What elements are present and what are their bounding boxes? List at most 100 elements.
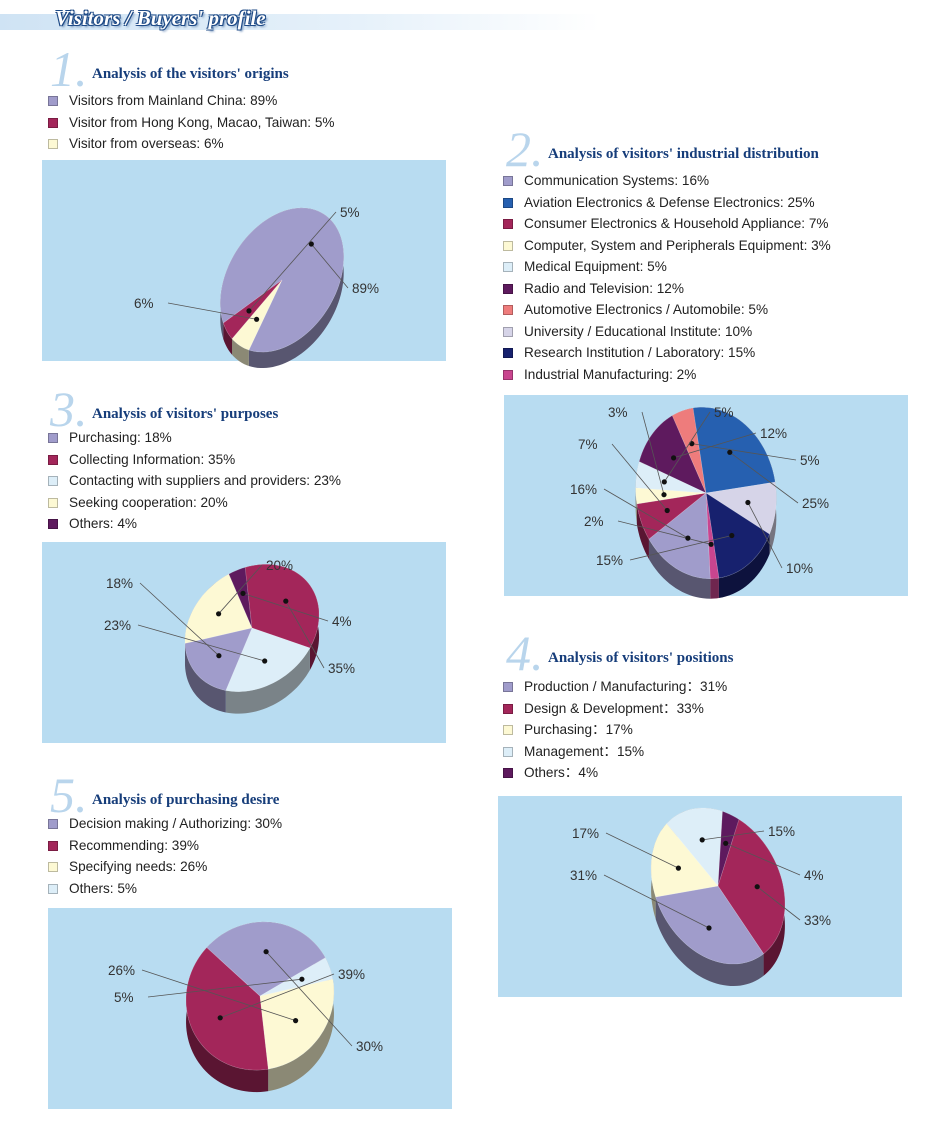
section-title: Analysis of purchasing desire bbox=[92, 792, 280, 808]
legend-item: Purchasing: 18% bbox=[48, 427, 341, 449]
legend-swatch bbox=[48, 840, 58, 851]
legend-label: Visitors from Mainland China: 89% bbox=[69, 93, 278, 108]
chart-purchasing-desire: 39% 30% 5% 26% bbox=[48, 908, 452, 1109]
legend-swatch bbox=[48, 454, 58, 465]
pie-chart-visitor-purposes: 20% 4% 35% 23% 18% bbox=[104, 558, 355, 714]
legend-label: Computer, System and Peripherals Equipme… bbox=[524, 237, 831, 253]
section-number: 3. bbox=[50, 381, 88, 437]
pie-slice bbox=[185, 947, 269, 1071]
pie-slice-side bbox=[636, 503, 649, 560]
legend-label: Recommending: 39% bbox=[69, 837, 199, 853]
pie-chart-visitor-origins: 89% 6% 5% bbox=[134, 205, 379, 369]
legend-purchasing-desire: Decision making / Authorizing: 30% Recomm… bbox=[48, 813, 282, 899]
legend-visitor-origins: Visitors from Mainland China: 89% Visitor… bbox=[48, 90, 334, 155]
data-label: 26% bbox=[108, 963, 135, 978]
pie-slice bbox=[638, 415, 707, 494]
legend-swatch bbox=[503, 369, 513, 380]
data-label: 33% bbox=[804, 913, 831, 928]
pie-slice bbox=[717, 819, 786, 955]
leader-line bbox=[220, 973, 335, 1019]
legend-swatch bbox=[48, 96, 58, 106]
section-title: Analysis of visitors' industrial distrib… bbox=[548, 146, 819, 162]
legend-item: Others：4% bbox=[503, 762, 727, 784]
leader-line bbox=[141, 969, 296, 1021]
legend-swatch bbox=[48, 883, 58, 894]
leader-line bbox=[167, 302, 257, 320]
legend-item: Recommending: 39% bbox=[48, 835, 282, 857]
leader-line bbox=[702, 830, 765, 841]
legend-swatch bbox=[503, 703, 513, 714]
legend-item: Purchasing：17% bbox=[503, 719, 727, 741]
leader-line bbox=[248, 211, 337, 312]
legend-item: Automotive Electronics / Automobile: 5% bbox=[503, 299, 831, 321]
legend-label: Research Institution / Laboratory: 15% bbox=[524, 345, 756, 360]
section-number: 5. bbox=[50, 767, 88, 823]
data-label: 15% bbox=[768, 824, 795, 839]
data-point-dot bbox=[708, 541, 714, 547]
data-point-dot bbox=[217, 1015, 223, 1021]
section-title: Analysis of visitors' positions bbox=[548, 650, 734, 666]
data-point-dot bbox=[216, 653, 222, 659]
data-point-dot bbox=[240, 590, 246, 596]
legend-swatch bbox=[48, 497, 58, 508]
pie-group: 12% 5% 25% 10% 15% 2% 16% 7% 3% 5% bbox=[570, 405, 829, 599]
leader-line bbox=[725, 842, 801, 876]
data-point-dot bbox=[293, 1018, 299, 1024]
data-point-dot bbox=[661, 479, 667, 485]
header-bar: Visitors / Buyers' profile bbox=[0, 0, 936, 36]
chart-visitor-positions: 15% 4% 33% 31% 17% bbox=[498, 796, 902, 997]
leader-line bbox=[147, 978, 302, 998]
section-title: Analysis of visitors' purposes bbox=[92, 406, 279, 422]
pie-chart-visitor-positions: 15% 4% 33% 31% 17% bbox=[570, 807, 831, 987]
leader-line bbox=[265, 951, 353, 1047]
legend-item: Aviation Electronics & Defense Electroni… bbox=[503, 192, 831, 214]
legend-item: Management：15% bbox=[503, 741, 727, 763]
chart-industrial-distribution: 12% 5% 25% 10% 15% 2% 16% 7% 3% 5% bbox=[504, 395, 908, 599]
legend-item: Industrial Manufacturing: 2% bbox=[503, 364, 831, 386]
pie-slice bbox=[705, 481, 777, 535]
pie-slice bbox=[259, 957, 334, 997]
legend-label: Visitor from overseas: 6% bbox=[69, 136, 224, 151]
pie-slice bbox=[635, 461, 707, 494]
leader-line bbox=[603, 488, 689, 539]
data-point-dot bbox=[308, 241, 314, 247]
pie-slice-side bbox=[232, 338, 249, 366]
section-number: 2. bbox=[506, 121, 544, 177]
data-label: 35% bbox=[328, 661, 355, 676]
data-label: 6% bbox=[134, 296, 154, 311]
pie-slice bbox=[259, 978, 335, 1070]
data-label: 18% bbox=[106, 576, 133, 591]
data-label: 20% bbox=[266, 558, 293, 573]
pie-slice bbox=[655, 885, 765, 965]
pie-slice bbox=[705, 492, 770, 579]
legend-label: Purchasing: 18% bbox=[69, 430, 172, 445]
data-label: 4% bbox=[332, 614, 352, 629]
legend-item: Others: 5% bbox=[48, 878, 282, 900]
pie-slice-side bbox=[769, 482, 777, 555]
data-label: 31% bbox=[570, 868, 597, 883]
leader-line bbox=[139, 582, 220, 656]
legend-label: Purchasing：17% bbox=[524, 722, 633, 737]
pie-slice bbox=[650, 823, 719, 898]
section-title: Analysis of the visitors' origins bbox=[92, 66, 289, 82]
chart-visitor-purposes: 20% 4% 35% 23% 18% bbox=[42, 542, 446, 743]
legend-item: Others: 4% bbox=[48, 513, 341, 535]
section-number: 4. bbox=[506, 625, 544, 681]
legend-item: Decision making / Authorizing: 30% bbox=[48, 813, 282, 835]
legend-label: Design & Development：33% bbox=[524, 700, 704, 716]
data-point-dot bbox=[729, 532, 735, 539]
legend-label: Production / Manufacturing：31% bbox=[524, 679, 728, 694]
pie-chart-purchasing-desire: 39% 30% 5% 26% bbox=[108, 921, 383, 1093]
data-label: 5% bbox=[340, 205, 360, 220]
legend-swatch bbox=[503, 176, 513, 186]
pie-slice bbox=[671, 407, 707, 494]
data-label: 2% bbox=[584, 514, 604, 529]
header-gradient bbox=[0, 14, 600, 30]
legend-label: Others：4% bbox=[524, 765, 599, 780]
data-label: 30% bbox=[356, 1039, 383, 1054]
data-point-dot bbox=[299, 976, 305, 982]
legend-label: Radio and Television: 12% bbox=[524, 280, 684, 296]
leader-line bbox=[137, 624, 265, 662]
section-number: 1. bbox=[50, 41, 88, 97]
data-point-dot bbox=[706, 925, 712, 931]
